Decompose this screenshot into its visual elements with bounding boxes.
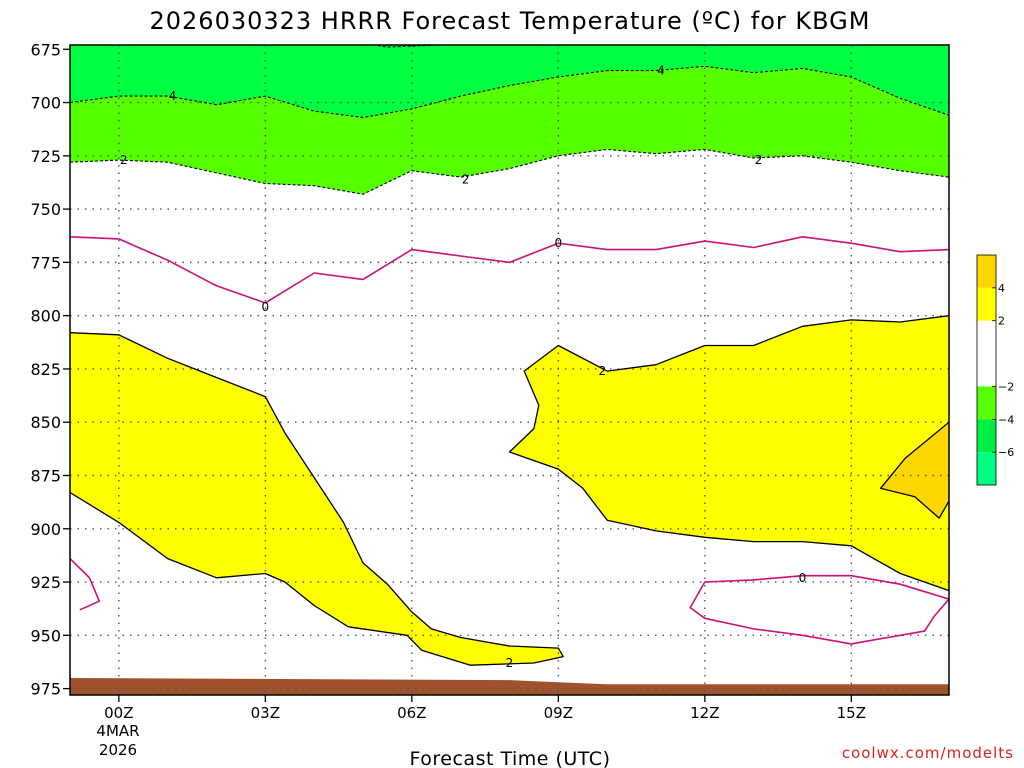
legend-label-3: −4 (998, 413, 1014, 426)
contour-label-3-1: 0 (555, 236, 563, 250)
contour-label-2-2: 2 (755, 153, 763, 167)
y-tick-label-875: 875 (30, 466, 61, 485)
y-tick-label-750: 750 (30, 200, 61, 219)
contour-line-6 (70, 332, 564, 666)
x-tick-label-12Z: 12Z (690, 704, 719, 722)
contour-label-2-0: 2 (120, 153, 128, 167)
legend-swatch-2 (977, 320, 996, 387)
contour-label-7-0: 2 (598, 364, 606, 378)
legend-swatch-1 (977, 287, 996, 321)
ground-surface (70, 678, 949, 695)
x-axis-ticks: 00Z 03Z 06Z 09Z 12Z 15Z (104, 695, 866, 722)
contour-line-7 (508, 315, 949, 592)
y-tick-label-800: 800 (30, 307, 61, 326)
filled-temperature-bands (70, 45, 949, 666)
x-tick-label-03Z: 03Z (251, 704, 280, 722)
contour-lines (70, 45, 949, 666)
y-tick-label-675: 675 (30, 40, 61, 59)
legend-swatch-0 (977, 255, 996, 288)
contour-label-5-0: 0 (799, 571, 807, 585)
temperature-band-1 (70, 66, 949, 195)
contour-line-5 (689, 574, 949, 645)
legend-label-4: −6 (998, 446, 1014, 459)
contour-label-2-1: 2 (462, 172, 470, 186)
contour-label-0-0: 4 (169, 89, 177, 103)
plot-frame (69, 44, 950, 696)
y-tick-label-850: 850 (30, 413, 61, 432)
plot-area: 4 4 2 2 2 0 0 0 2 2 (69, 44, 950, 696)
temperature-band-3 (509, 315, 949, 591)
x-tick-label-06Z: 06Z (397, 704, 426, 722)
y-tick-label-950: 950 (30, 626, 61, 645)
contour-line-4 (70, 558, 101, 611)
y-tick-label-975: 975 (30, 680, 61, 699)
legend-swatch-4 (977, 419, 996, 453)
legend-label-2: −2 (998, 380, 1014, 393)
legend-swatch-3 (977, 386, 996, 420)
chart-title: 2026030323 HRRR Forecast Temperature (ºC… (149, 7, 870, 35)
contour-label-6-0: 2 (506, 656, 514, 670)
contour-line-0 (70, 65, 949, 119)
contour-label-3-0: 0 (262, 300, 270, 314)
contour-line-8 (879, 421, 949, 519)
y-tick-label-725: 725 (30, 147, 61, 166)
color-legend: 4 2 −2 −4 −6 (976, 254, 1014, 486)
y-tick-label-825: 825 (30, 360, 61, 379)
x-tick-label-00Z: 00Z (104, 704, 133, 722)
y-tick-label-925: 925 (30, 573, 61, 592)
y-tick-label-700: 700 (30, 94, 61, 113)
temperature-band-2 (70, 332, 564, 666)
legend-label-1: 2 (998, 315, 1005, 328)
contour-line-2 (70, 148, 949, 195)
date-line-day: 4MAR (96, 722, 139, 740)
credit-link[interactable]: coolwx.com/modelts (842, 744, 1014, 762)
x-tick-label-09Z: 09Z (544, 704, 573, 722)
temperature-band-4 (880, 422, 949, 519)
legend-frame (976, 254, 997, 486)
y-tick-label-900: 900 (30, 520, 61, 539)
x-axis-title: Forecast Time (UTC) (410, 748, 611, 768)
x-tick-label-15Z: 15Z (837, 704, 866, 722)
ground-layer (70, 678, 949, 695)
y-axis-ticks: 675 700 725 750 775 800 825 850 875 900 925 950 975 (30, 40, 70, 699)
contour-label-0-1: 4 (657, 64, 665, 78)
contour-line-3 (70, 236, 949, 304)
legend-swatch-5 (977, 452, 996, 485)
legend-label-0: 4 (998, 282, 1005, 295)
y-tick-label-775: 775 (30, 253, 61, 272)
temperature-band-0 (70, 45, 949, 118)
date-line-year: 2026 (99, 741, 137, 759)
contour-labels: 4 4 2 2 2 0 0 0 2 2 (120, 64, 806, 670)
